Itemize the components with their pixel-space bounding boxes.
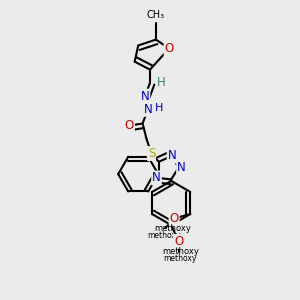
- Text: methoxy: methoxy: [147, 230, 181, 239]
- Text: O: O: [125, 119, 134, 132]
- Text: S: S: [148, 147, 155, 160]
- Text: H: H: [154, 103, 163, 113]
- Text: O: O: [169, 212, 179, 225]
- Text: methoxy: methoxy: [163, 254, 197, 263]
- Text: N: N: [152, 172, 161, 184]
- Text: N: N: [141, 90, 149, 103]
- Text: O: O: [174, 235, 183, 248]
- Text: methoxy: methoxy: [163, 247, 200, 256]
- Text: N: N: [168, 149, 176, 162]
- Text: N: N: [177, 161, 186, 174]
- Text: O: O: [164, 42, 174, 55]
- Text: H: H: [157, 76, 165, 89]
- Text: N: N: [144, 103, 152, 116]
- Text: methoxy: methoxy: [154, 224, 191, 233]
- Text: CH₃: CH₃: [147, 11, 165, 20]
